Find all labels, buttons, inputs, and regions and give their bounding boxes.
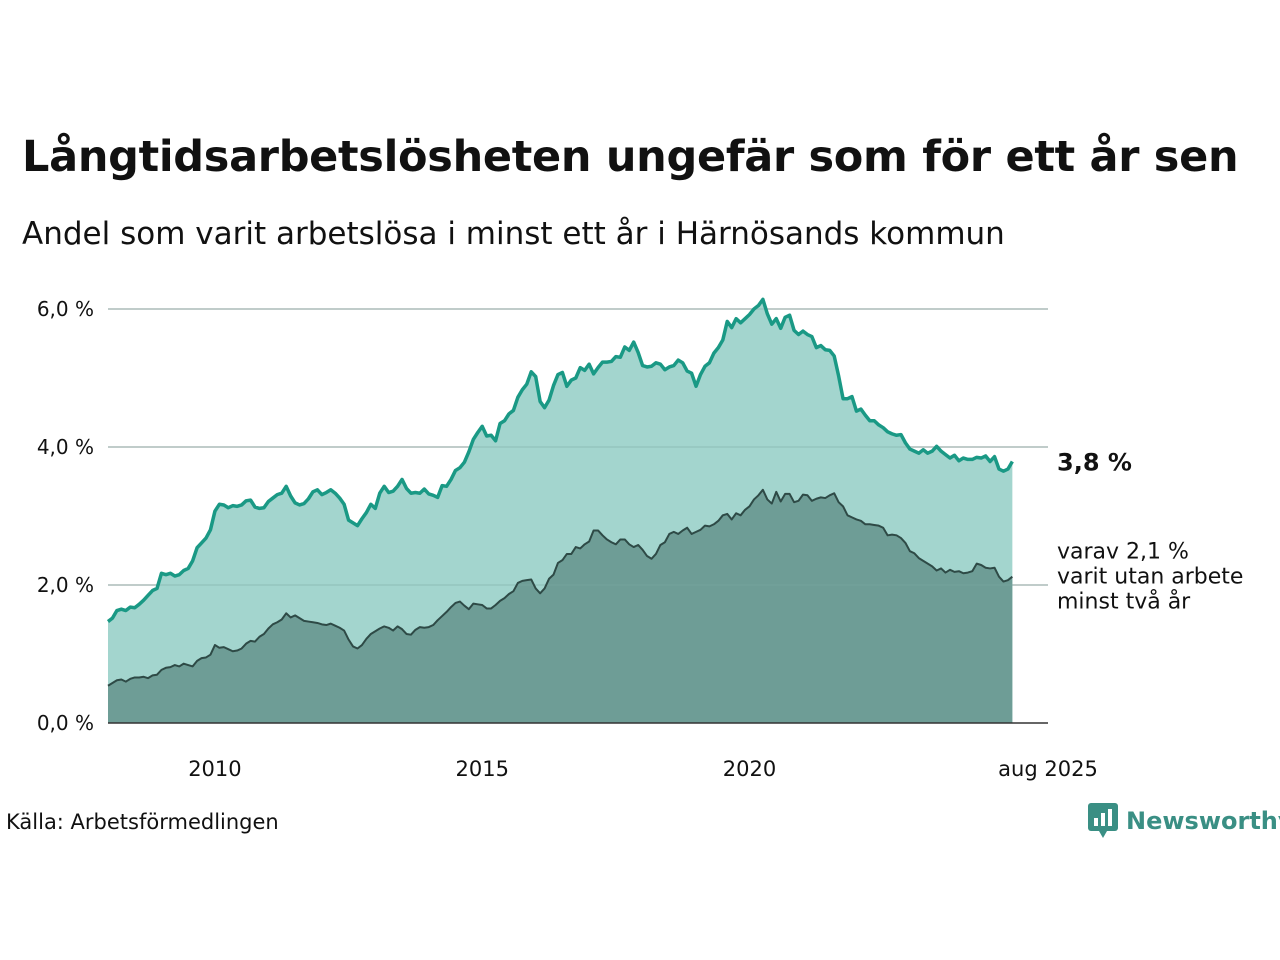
series2-annotation-line: varit utan arbete bbox=[1057, 565, 1243, 590]
chart-title: Långtidsarbetslösheten ungefär som för e… bbox=[22, 132, 1239, 182]
y-tick-label: 4,0 % bbox=[37, 435, 94, 459]
series-line-min-ett-ar bbox=[106, 297, 1014, 623]
series-area-minst-tva-ar bbox=[108, 489, 1013, 723]
x-tick-label: 2015 bbox=[455, 757, 508, 781]
newsworthy-logo-text: Newsworthy bbox=[1126, 807, 1280, 835]
series2-annotation-line: varav 2,1 % bbox=[1057, 540, 1189, 565]
x-tick-label: 2020 bbox=[723, 757, 776, 781]
newsworthy-logo: Newsworthy bbox=[1088, 803, 1280, 839]
last-value-label: 3,8 % bbox=[1057, 448, 1132, 476]
x-tick-label: 2010 bbox=[188, 757, 241, 781]
axes: 0,0 % 2,0 % 4,0 % 6,0 % 2010 2015 2020 aug 2025 bbox=[37, 297, 1098, 781]
x-tick-label: aug 2025 bbox=[998, 757, 1098, 781]
series-line-minst-tva-ar bbox=[107, 488, 1013, 687]
y-tick-label: 0,0 % bbox=[37, 711, 94, 735]
series2-annotation-line: minst två år bbox=[1057, 589, 1191, 615]
newsworthy-logo-icon bbox=[1088, 803, 1118, 838]
chart-areas bbox=[108, 299, 1048, 723]
chart-subtitle: Andel som varit arbetslösa i minst ett å… bbox=[22, 216, 1005, 252]
y-tick-label: 2,0 % bbox=[37, 573, 94, 597]
y-tick-label: 6,0 % bbox=[37, 297, 94, 321]
source-note: Källa: Arbetsförmedlingen bbox=[6, 810, 279, 834]
chart-lines bbox=[106, 297, 1014, 687]
